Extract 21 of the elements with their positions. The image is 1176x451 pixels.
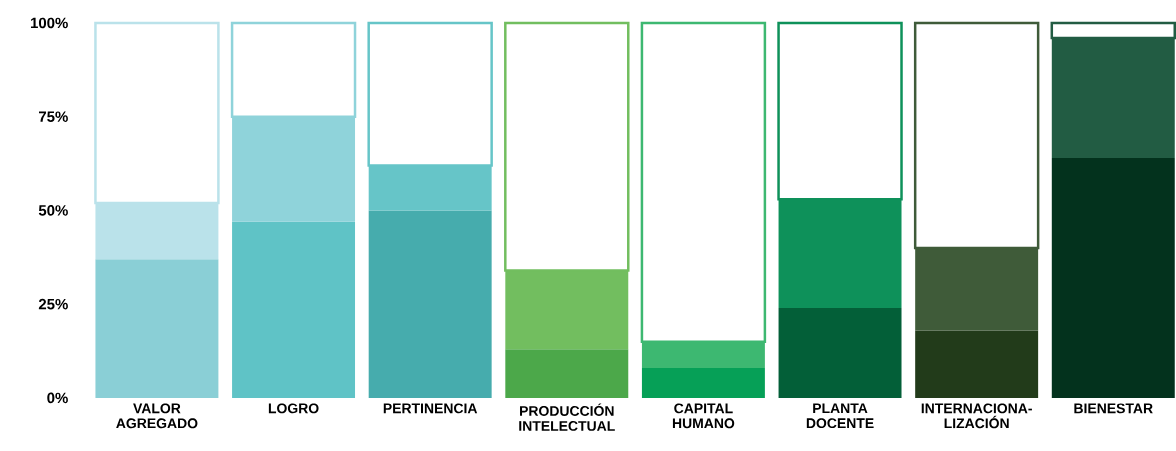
bar bbox=[641, 368, 765, 399]
bar bbox=[1051, 158, 1175, 399]
bar bbox=[95, 259, 219, 399]
bar bbox=[505, 349, 629, 399]
y-tick-label: 100% bbox=[30, 17, 68, 29]
x-tick-label: BIENESTAR bbox=[1074, 403, 1153, 414]
bar bbox=[232, 221, 356, 399]
x-tick-label: VALOR AGREGADO bbox=[116, 403, 198, 429]
y-tick-label: 25% bbox=[38, 298, 68, 310]
bar bbox=[368, 210, 492, 399]
y-tick-label: 0% bbox=[47, 392, 68, 404]
x-tick-label: CAPITAL HUMANO bbox=[672, 403, 735, 429]
y-tick-label: 75% bbox=[39, 111, 68, 123]
bar bbox=[778, 308, 902, 399]
x-tick-label: INTERNACIONA-LIZACIÓN bbox=[921, 403, 1032, 429]
x-tick-label: LOGRO bbox=[268, 403, 319, 414]
x-tick-label: PRODUCCIÓN INTELECTUAL bbox=[519, 403, 615, 431]
bar bbox=[915, 330, 1039, 399]
y-tick-label: 50% bbox=[38, 205, 68, 216]
x-tick-label: PLANTA DOCENTE bbox=[806, 403, 874, 429]
x-tick-label: PERTINENCIA bbox=[383, 403, 478, 414]
